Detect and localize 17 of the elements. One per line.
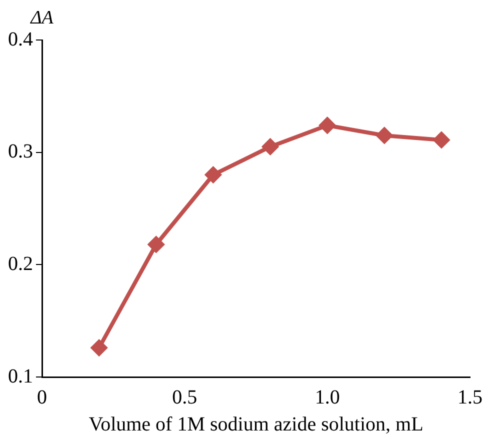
x-tick-label: 0 <box>37 386 47 408</box>
x-axis-title: Volume of 1M sodium azide solution, mL <box>88 413 424 436</box>
point <box>376 127 392 144</box>
x-tick-label: 1.5 <box>458 386 482 408</box>
point <box>319 117 336 134</box>
y-tick-label: 0.3 <box>8 140 33 163</box>
point <box>148 236 164 252</box>
point <box>91 340 108 356</box>
y-tick-label: 0.1 <box>8 365 33 388</box>
x-tick-label: 1.0 <box>314 386 340 408</box>
point <box>433 132 450 148</box>
y-tick-label: 0.2 <box>8 252 33 275</box>
x-tick-label: 0.5 <box>172 386 198 408</box>
point <box>262 138 278 155</box>
point <box>205 166 222 183</box>
y-axis-title: ΔA <box>30 8 54 28</box>
y-tick-label: 0.4 <box>8 28 33 50</box>
